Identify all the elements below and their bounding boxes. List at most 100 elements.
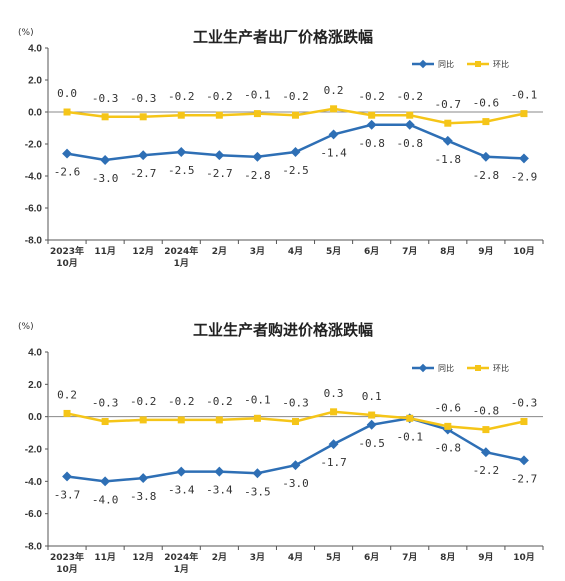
data-label: -2.8 xyxy=(473,169,500,182)
legend-marker xyxy=(418,363,428,373)
data-label: -1.4 xyxy=(320,146,347,159)
x-tick-label: 12月 xyxy=(132,552,154,563)
data-point xyxy=(520,418,528,426)
data-label: -0.2 xyxy=(130,395,157,408)
x-tick-label: 5月 xyxy=(326,552,341,563)
x-tick-label: 11月 xyxy=(94,246,116,257)
y-tick-label: 0.0 xyxy=(28,412,42,423)
data-point xyxy=(177,416,185,424)
data-point xyxy=(214,150,225,161)
data-point xyxy=(520,110,528,118)
data-label: 0.1 xyxy=(362,390,382,403)
x-tick-label: 8月 xyxy=(440,246,455,257)
data-label: 0.3 xyxy=(324,387,344,400)
data-label: -2.8 xyxy=(244,169,271,182)
data-point xyxy=(442,135,453,146)
data-label: -0.3 xyxy=(92,92,119,105)
data-point xyxy=(62,148,72,159)
data-label: -3.4 xyxy=(168,484,195,497)
x-tick-label: 9月 xyxy=(478,552,493,563)
data-point xyxy=(292,418,299,426)
chart-title: 工业生产者购进价格涨跌幅 xyxy=(193,321,373,339)
data-point xyxy=(290,460,301,471)
output-price-chart: 工业生产者出厂价格涨跌幅 (%) 4.0 2.0 0.0 -2.0 -4.0 -6.0 -8.0… xyxy=(18,28,544,269)
x-tick-label: 2023年 xyxy=(50,551,84,563)
y-tick-label: -2.0 xyxy=(25,140,43,151)
x-tick-label: 4月 xyxy=(288,246,303,257)
legend-label: 环比 xyxy=(493,363,509,373)
data-point xyxy=(253,110,261,118)
data-label: -4.0 xyxy=(92,493,119,506)
x-tick-label: 10月 xyxy=(513,246,535,257)
data-point xyxy=(482,118,490,126)
x-tick-label: 4月 xyxy=(288,552,303,563)
data-point xyxy=(176,147,187,157)
data-label: -0.7 xyxy=(435,98,462,111)
x-tick-label: 9月 xyxy=(478,246,493,257)
data-label: -2.5 xyxy=(282,164,309,177)
data-label: -0.3 xyxy=(92,397,119,410)
data-point xyxy=(101,113,109,121)
data-point xyxy=(406,414,414,422)
data-label: -2.7 xyxy=(130,167,157,180)
data-point xyxy=(330,105,338,113)
data-point xyxy=(368,111,376,119)
data-point xyxy=(480,151,491,162)
x-tick-label: 2月 xyxy=(212,246,227,257)
legend-marker xyxy=(475,61,481,67)
data-label: -0.1 xyxy=(244,393,271,406)
x-tick-label: 11月 xyxy=(94,552,116,563)
legend-marker xyxy=(475,365,481,371)
data-label: -2.5 xyxy=(168,164,195,177)
data-label: 0.2 xyxy=(57,388,77,401)
data-label: 0.0 xyxy=(57,87,77,100)
data-label: -0.8 xyxy=(396,137,423,150)
y-tick-label: 4.0 xyxy=(28,348,42,359)
legend-label: 同比 xyxy=(438,363,454,373)
data-label: -2.2 xyxy=(473,464,500,477)
data-label: -0.2 xyxy=(282,90,309,103)
data-point xyxy=(368,411,376,419)
y-tick-label: -6.0 xyxy=(25,509,43,520)
data-point xyxy=(404,119,415,130)
legend-label: 同比 xyxy=(438,59,454,69)
x-tick-label: 10月 xyxy=(513,552,535,563)
data-label: -3.0 xyxy=(282,477,309,490)
legend-marker xyxy=(418,59,428,69)
chart-title: 工业生产者出厂价格涨跌幅 xyxy=(193,28,373,46)
y-tick-label: 2.0 xyxy=(28,380,42,391)
x-tick-label: 5月 xyxy=(326,246,341,257)
y-tick-label: -8.0 xyxy=(25,236,43,247)
data-label: -3.8 xyxy=(130,490,157,503)
x-tick-label: 7月 xyxy=(402,246,417,257)
data-point xyxy=(139,416,147,424)
data-label: -0.3 xyxy=(511,397,538,410)
data-point xyxy=(139,113,147,121)
data-point xyxy=(519,153,529,164)
data-label: -3.5 xyxy=(244,485,271,498)
y-tick-label: -8.0 xyxy=(25,542,43,553)
data-label: -3.4 xyxy=(206,484,233,497)
legend-label: 环比 xyxy=(493,59,509,69)
data-point xyxy=(215,111,223,119)
data-point xyxy=(328,439,339,450)
y-tick-label: -4.0 xyxy=(25,477,43,488)
data-label: -2.7 xyxy=(206,167,233,180)
data-label: 0.2 xyxy=(324,84,344,97)
data-point xyxy=(176,466,187,477)
x-tick-label: 2024年 xyxy=(164,245,198,257)
x-tick-label: 2024年 xyxy=(164,551,198,563)
data-label: -3.7 xyxy=(54,488,81,501)
data-label: -0.3 xyxy=(130,92,157,105)
data-point xyxy=(330,408,338,416)
x-tick-label: 1月 xyxy=(174,258,189,269)
data-point xyxy=(444,119,452,127)
data-point xyxy=(406,111,414,119)
data-label: -0.6 xyxy=(473,97,500,110)
data-point xyxy=(292,111,299,119)
x-tick-label: 2月 xyxy=(212,552,227,563)
data-label: -2.6 xyxy=(54,166,81,179)
data-label: -1.8 xyxy=(435,153,462,166)
y-tick-label: 0.0 xyxy=(28,108,42,119)
